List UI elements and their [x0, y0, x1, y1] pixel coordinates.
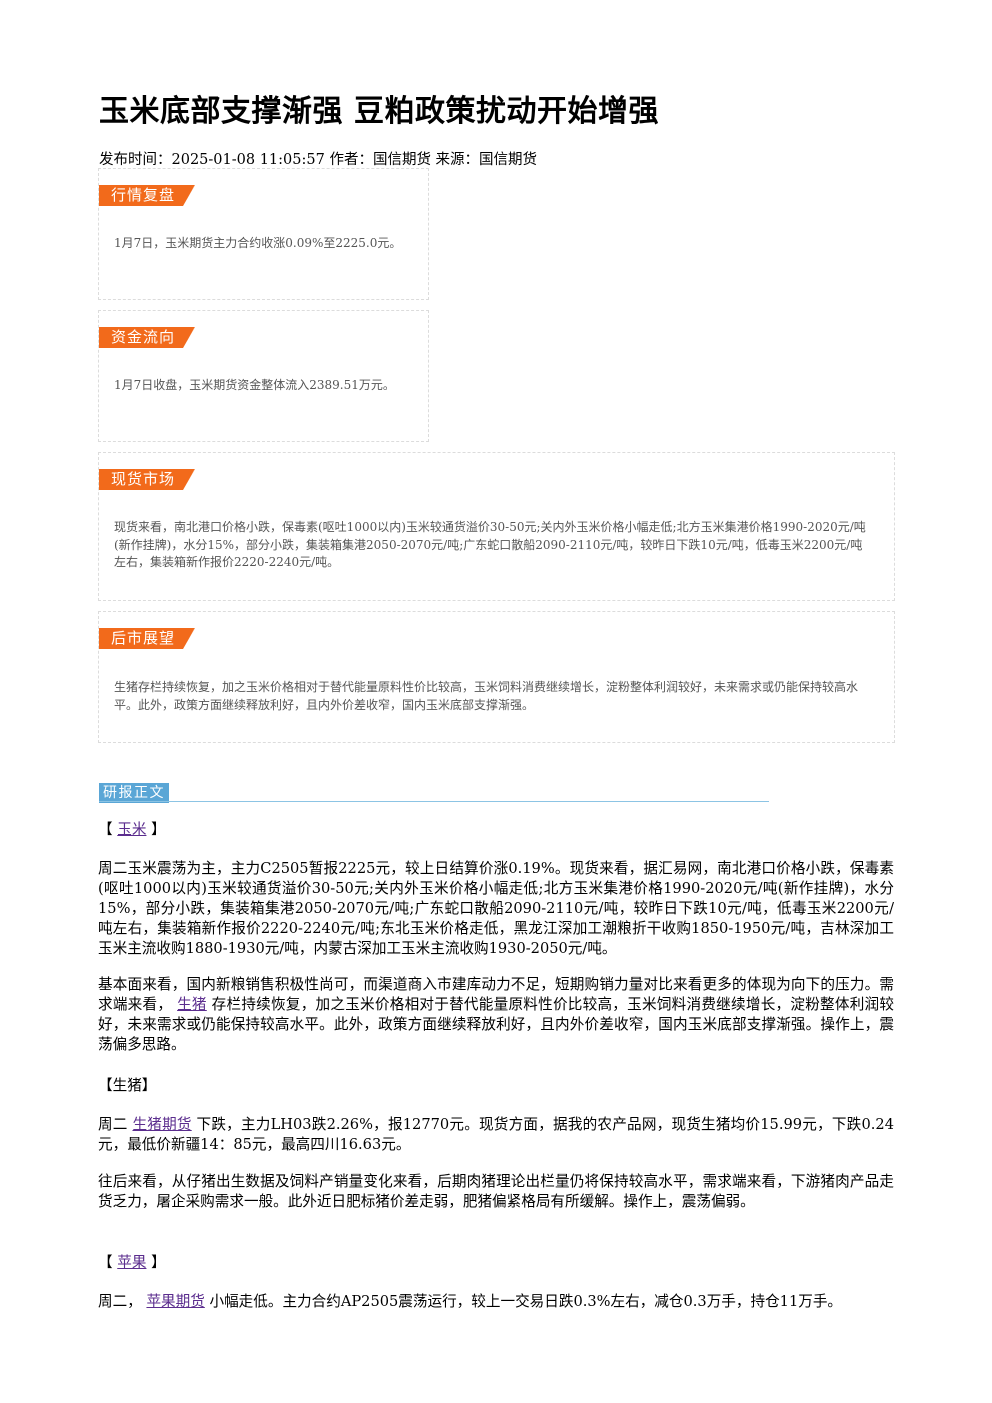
bracket-close: 】: [151, 1254, 166, 1271]
card-tag: 资金流向: [99, 327, 195, 348]
card-tag: 后市展望: [99, 628, 195, 649]
text: 周二: [98, 1116, 128, 1133]
section-divider: [99, 801, 769, 802]
corn-heading: 【 玉米 】: [98, 820, 894, 840]
hog-paragraph-1: 周二 生猪期货 下跌，主力LH03跌2.26%，报12770元。现货方面，据我的…: [98, 1115, 894, 1155]
article-meta: 发布时间：2025-01-08 11:05:57 作者：国信期货 来源：国信期货: [99, 152, 538, 168]
text: 小幅走低。主力合约AP2505震荡运行，较上一交易日跌0.3%左右，减仓0.3万…: [209, 1293, 843, 1310]
bracket-open: 【: [98, 1254, 113, 1271]
apple-heading: 【 苹果 】: [98, 1253, 894, 1273]
hog-link[interactable]: 生猪: [177, 996, 207, 1013]
card-text: 现货来看，南北港口价格小跌，保毒素(呕吐1000以内)玉米较通货溢价30-50元…: [114, 520, 866, 569]
corn-paragraph-1: 周二玉米震荡为主，主力C2505暂报2225元，较上日结算价涨0.19%。现货来…: [98, 860, 894, 957]
text: 周二，: [98, 1293, 142, 1310]
corn-paragraph-2: 基本面来看，国内新粮销售积极性尚可，而渠道商入市建库动力不足，短期购销力量对比来…: [98, 975, 894, 1055]
card-tag: 现货市场: [99, 469, 195, 490]
text: 存栏持续恢复，加之玉米价格相对于替代能量原料性价比较高，玉米饲料消费继续增长，淀…: [98, 996, 894, 1053]
article-title: 玉米底部支撑渐强 豆粕政策扰动开始增强: [99, 94, 659, 129]
hog-futures-link[interactable]: 生猪期货: [132, 1116, 192, 1133]
card-text: 1月7日收盘，玉米期货资金整体流入2389.51万元。: [114, 378, 395, 392]
card-spot-market: 现货市场 现货来看，南北港口价格小跌，保毒素(呕吐1000以内)玉米较通货溢价3…: [98, 452, 895, 601]
hog-heading: 【生猪】: [98, 1077, 157, 1094]
corn-link[interactable]: 玉米: [117, 821, 147, 838]
section-label-report-body: 研报正文: [99, 783, 169, 803]
card-text: 1月7日，玉米期货主力合约收涨0.09%至2225.0元。: [114, 236, 402, 250]
card-fund-flow: 资金流向 1月7日收盘，玉米期货资金整体流入2389.51万元。: [98, 310, 429, 442]
hog-paragraph-2: 往后来看，从仔猪出生数据及饲料产销量变化来看，后期肉猪理论出栏量仍将保持较高水平…: [98, 1173, 894, 1210]
apple-paragraph-1: 周二， 苹果期货 小幅走低。主力合约AP2505震荡运行，较上一交易日跌0.3%…: [98, 1292, 894, 1312]
card-market-review: 行情复盘 1月7日，玉米期货主力合约收涨0.09%至2225.0元。: [98, 168, 429, 300]
bracket-close: 】: [151, 821, 166, 838]
text: 下跌，主力LH03跌2.26%，报12770元。现货方面，据我的农产品网，现货生…: [98, 1116, 894, 1153]
apple-link[interactable]: 苹果: [117, 1254, 147, 1271]
card-tag: 行情复盘: [99, 185, 195, 206]
card-outlook: 后市展望 生猪存栏持续恢复，加之玉米价格相对于替代能量原料性价比较高，玉米饲料消…: [98, 611, 895, 743]
card-text: 生猪存栏持续恢复，加之玉米价格相对于替代能量原料性价比较高，玉米饲料消费继续增长…: [114, 680, 859, 712]
bracket-open: 【: [98, 821, 113, 838]
text: 基本面来看，国内新粮销售积极性尚可，而渠道商入市建库动力不足，短期购销力量对比来…: [98, 976, 894, 1013]
apple-futures-link[interactable]: 苹果期货: [146, 1293, 205, 1310]
